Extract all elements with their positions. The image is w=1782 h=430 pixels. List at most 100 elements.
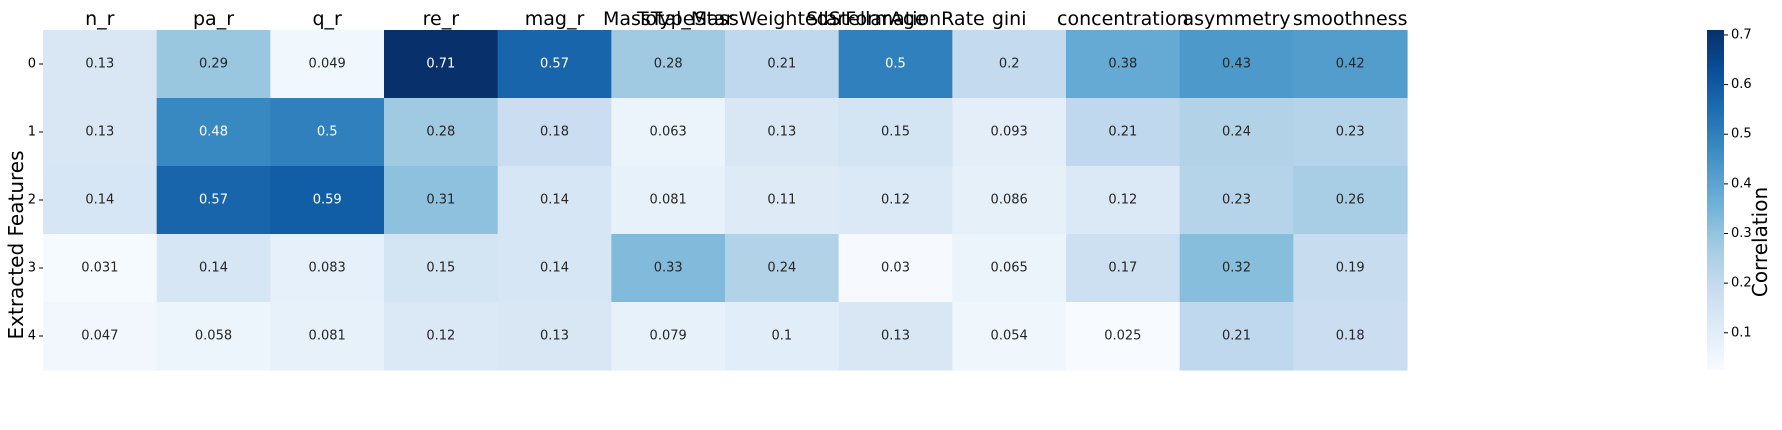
heatmap-cell bbox=[838, 30, 953, 99]
cell-value-label: 0.081 bbox=[650, 193, 687, 208]
column-label: re_r bbox=[423, 8, 460, 30]
heatmap-cell bbox=[611, 234, 726, 303]
heatmap-cell bbox=[156, 302, 271, 371]
cell-value-label: 0.058 bbox=[195, 329, 232, 344]
heatmap-cell bbox=[611, 98, 726, 167]
cell-value-label: 0.065 bbox=[991, 261, 1028, 276]
colorbar-label: Correlation bbox=[1748, 187, 1772, 297]
cell-value-label: 0.57 bbox=[199, 193, 228, 208]
column-label: concentration bbox=[1057, 8, 1189, 30]
y-axis-label: Extracted Features bbox=[4, 151, 28, 340]
cell-value-label: 0.079 bbox=[650, 329, 687, 344]
heatmap-cell bbox=[952, 98, 1067, 167]
cell-value-label: 0.21 bbox=[1108, 125, 1137, 140]
colorbar-tick-label: 0.3 bbox=[1731, 226, 1752, 241]
heatmap-cell bbox=[384, 166, 499, 235]
cell-value-label: 0.23 bbox=[1336, 125, 1365, 140]
cell-value-label: 0.14 bbox=[540, 261, 569, 276]
cell-value-label: 0.14 bbox=[540, 193, 569, 208]
cell-value-label: 0.26 bbox=[1336, 193, 1365, 208]
heatmap-cell bbox=[725, 30, 840, 99]
cell-value-label: 0.33 bbox=[654, 261, 683, 276]
cell-value-label: 0.19 bbox=[1336, 261, 1365, 276]
heatmap-cell bbox=[838, 98, 953, 167]
row-label: 4 bbox=[28, 329, 36, 344]
heatmap-cell bbox=[725, 166, 840, 235]
cell-value-label: 0.48 bbox=[199, 125, 228, 140]
column-label: MassTypeStar bbox=[603, 8, 734, 30]
heatmap-cell bbox=[43, 98, 158, 167]
cell-value-label: 0.12 bbox=[1108, 193, 1137, 208]
heatmap-cell bbox=[43, 234, 158, 303]
cell-value-label: 0.57 bbox=[540, 57, 569, 72]
colorbar bbox=[1707, 30, 1724, 370]
heatmap-cell bbox=[611, 302, 726, 371]
cell-value-label: 0.049 bbox=[309, 57, 346, 72]
cell-value-label: 0.093 bbox=[991, 125, 1028, 140]
heatmap-cell bbox=[384, 98, 499, 167]
cell-value-label: 0.23 bbox=[1222, 193, 1251, 208]
column-label: pa_r bbox=[193, 8, 234, 30]
column-label: gini bbox=[992, 8, 1027, 30]
cell-value-label: 0.031 bbox=[81, 261, 118, 276]
heatmap-cell bbox=[1066, 98, 1181, 167]
heatmap-cell bbox=[384, 302, 499, 371]
cell-value-label: 0.71 bbox=[426, 57, 455, 72]
cell-value-label: 0.13 bbox=[767, 125, 796, 140]
colorbar-tick-label: 0.6 bbox=[1731, 77, 1752, 92]
heatmap-cell bbox=[1293, 234, 1408, 303]
heatmap-cell bbox=[497, 98, 612, 167]
cell-value-label: 0.13 bbox=[85, 125, 114, 140]
cell-value-label: 0.28 bbox=[654, 57, 683, 72]
cell-value-label: 0.13 bbox=[85, 57, 114, 72]
column-label: smoothness bbox=[1293, 8, 1408, 30]
heatmap-cell bbox=[1179, 166, 1294, 235]
cell-value-label: 0.32 bbox=[1222, 261, 1251, 276]
heatmap-cell bbox=[270, 302, 385, 371]
cell-value-label: 0.1 bbox=[771, 329, 792, 344]
heatmap-cell bbox=[497, 166, 612, 235]
heatmap-cell bbox=[1179, 302, 1294, 371]
cell-value-label: 0.38 bbox=[1108, 57, 1137, 72]
cell-value-label: 0.43 bbox=[1222, 57, 1251, 72]
cell-value-label: 0.03 bbox=[881, 261, 910, 276]
heatmap-cell bbox=[270, 30, 385, 99]
cell-value-label: 0.13 bbox=[881, 329, 910, 344]
row-label: 2 bbox=[28, 193, 36, 208]
cell-value-label: 0.21 bbox=[767, 57, 796, 72]
cell-value-label: 0.2 bbox=[999, 57, 1020, 72]
heatmap-cell bbox=[43, 302, 158, 371]
heatmap-cell bbox=[1066, 234, 1181, 303]
heatmap-cell bbox=[611, 30, 726, 99]
cell-value-label: 0.054 bbox=[991, 329, 1028, 344]
cell-value-label: 0.15 bbox=[881, 125, 910, 140]
row-labels: 0 1 2 3 4 bbox=[28, 57, 43, 344]
cell-value-label: 0.24 bbox=[1222, 125, 1251, 140]
cell-value-label: 0.13 bbox=[540, 329, 569, 344]
heatmap-cell bbox=[725, 98, 840, 167]
heatmap-cell bbox=[497, 30, 612, 99]
cell-value-label: 0.081 bbox=[309, 329, 346, 344]
cell-value-label: 0.31 bbox=[426, 193, 455, 208]
heatmap-cell bbox=[838, 166, 953, 235]
heatmap-cell bbox=[156, 30, 271, 99]
heatmap-cell bbox=[838, 234, 953, 303]
heatmap-cell bbox=[1066, 302, 1181, 371]
row-label: 0 bbox=[28, 57, 36, 72]
colorbar-tick-label: 0.2 bbox=[1731, 276, 1752, 291]
heatmap-cell bbox=[270, 234, 385, 303]
cell-value-label: 0.18 bbox=[540, 125, 569, 140]
cell-value-label: 0.42 bbox=[1336, 57, 1365, 72]
heatmap-cell bbox=[838, 302, 953, 371]
heatmap-cell bbox=[1293, 166, 1408, 235]
column-labels: n_r pa_r q_r re_r mag_r MassTypeStarTotal_Mas… bbox=[85, 8, 1407, 30]
heatmap-cell bbox=[1293, 302, 1408, 371]
cell-value-label: 0.5 bbox=[885, 57, 906, 72]
cell-value-label: 0.14 bbox=[85, 193, 114, 208]
heatmap-cell bbox=[952, 166, 1067, 235]
cell-value-label: 0.18 bbox=[1336, 329, 1365, 344]
cell-value-label: 0.11 bbox=[767, 193, 796, 208]
column-label: mag_r bbox=[525, 8, 585, 30]
heatmap-cell bbox=[611, 166, 726, 235]
